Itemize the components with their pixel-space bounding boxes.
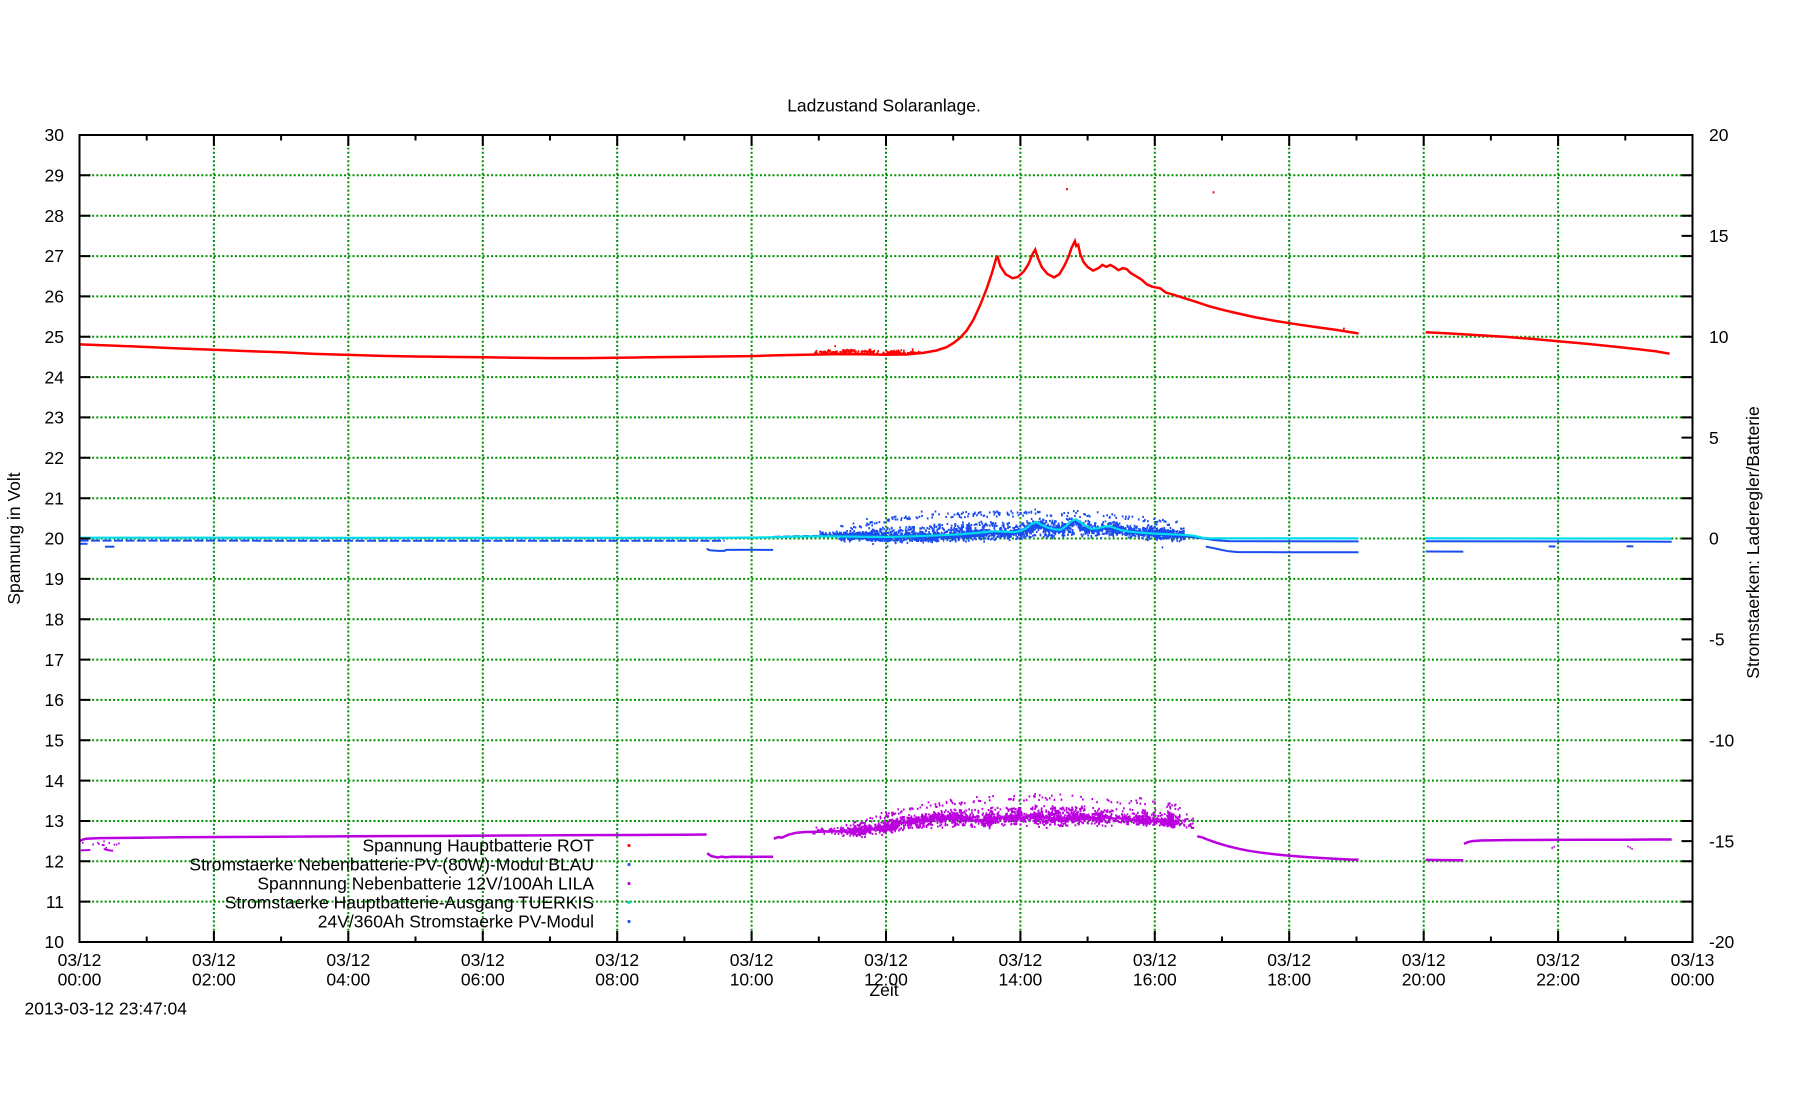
svg-text:10: 10 <box>1709 327 1729 347</box>
svg-text:27: 27 <box>45 246 64 266</box>
svg-text:03/12: 03/12 <box>461 950 505 970</box>
svg-text:0: 0 <box>1709 529 1719 549</box>
svg-text:20: 20 <box>45 529 65 549</box>
svg-text:12:00: 12:00 <box>864 969 908 989</box>
svg-text:02:00: 02:00 <box>192 969 236 989</box>
svg-text:03/12: 03/12 <box>1402 950 1446 970</box>
svg-text:-5: -5 <box>1709 630 1725 650</box>
svg-text:00:00: 00:00 <box>1671 969 1715 989</box>
svg-text:2013-03-12 23:47:04: 2013-03-12 23:47:04 <box>25 999 188 1019</box>
svg-text:Spannung in Volt: Spannung in Volt <box>4 472 24 604</box>
svg-text:03/12: 03/12 <box>730 950 774 970</box>
svg-text:00:00: 00:00 <box>58 969 102 989</box>
svg-text:13: 13 <box>45 811 64 831</box>
svg-text:20: 20 <box>1709 125 1729 145</box>
svg-text:03/12: 03/12 <box>1267 950 1311 970</box>
svg-text:26: 26 <box>45 287 64 307</box>
svg-text:19: 19 <box>45 569 64 589</box>
svg-text:03/12: 03/12 <box>326 950 370 970</box>
svg-text:03/12: 03/12 <box>1536 950 1580 970</box>
svg-text:15: 15 <box>45 731 64 751</box>
svg-text:Stromstaerke Hauptbatterie-Aus: Stromstaerke Hauptbatterie-Ausgang TUERK… <box>225 893 594 913</box>
svg-text:03/12: 03/12 <box>192 950 236 970</box>
svg-text:14:00: 14:00 <box>999 969 1043 989</box>
svg-text:03/12: 03/12 <box>1133 950 1177 970</box>
svg-text:23: 23 <box>45 408 64 428</box>
svg-text:Spannnung Nebenbatterie 12V/10: Spannnung Nebenbatterie 12V/100Ah LILA <box>257 874 594 894</box>
svg-text:18: 18 <box>45 609 64 629</box>
svg-text:14: 14 <box>45 771 65 791</box>
svg-text:06:00: 06:00 <box>461 969 505 989</box>
svg-text:12: 12 <box>45 852 64 872</box>
svg-text:03/12: 03/12 <box>999 950 1043 970</box>
svg-text:24: 24 <box>45 367 65 387</box>
svg-text:10:00: 10:00 <box>730 969 774 989</box>
svg-text:25: 25 <box>45 327 64 347</box>
svg-text:10: 10 <box>45 932 65 952</box>
svg-text:30: 30 <box>45 125 65 145</box>
svg-text:03/12: 03/12 <box>864 950 908 970</box>
svg-text:Zeit: Zeit <box>869 980 898 1000</box>
svg-text:04:00: 04:00 <box>326 969 370 989</box>
svg-text:03/12: 03/12 <box>595 950 639 970</box>
svg-text:08:00: 08:00 <box>595 969 639 989</box>
svg-text:03/12: 03/12 <box>58 950 102 970</box>
svg-text:Spannung Hauptbatterie ROT: Spannung Hauptbatterie ROT <box>362 836 594 856</box>
svg-text:15: 15 <box>1709 226 1728 246</box>
svg-text:Stromstaerke Nebenbatterie-PV-: Stromstaerke Nebenbatterie-PV-(80W)-Modu… <box>189 855 594 875</box>
svg-text:22:00: 22:00 <box>1536 969 1580 989</box>
svg-text:28: 28 <box>45 206 64 226</box>
svg-text:Stromstaerken: Laderegler/Batt: Stromstaerken: Laderegler/Batterie <box>1743 406 1763 678</box>
svg-text:-10: -10 <box>1709 731 1735 751</box>
svg-text:Ladzustand Solaranlage.: Ladzustand Solaranlage. <box>787 96 981 116</box>
svg-text:17: 17 <box>45 650 64 670</box>
svg-text:21: 21 <box>45 488 64 508</box>
svg-text:18:00: 18:00 <box>1267 969 1311 989</box>
svg-text:20:00: 20:00 <box>1402 969 1446 989</box>
svg-text:22: 22 <box>45 448 64 468</box>
svg-text:11: 11 <box>46 892 64 912</box>
svg-text:29: 29 <box>45 166 64 186</box>
svg-text:-20: -20 <box>1709 932 1735 952</box>
svg-text:16: 16 <box>45 690 64 710</box>
svg-text:16:00: 16:00 <box>1133 969 1177 989</box>
svg-text:-15: -15 <box>1709 831 1734 851</box>
svg-text:24V/360Ah Stromstaerke PV-Modu: 24V/360Ah Stromstaerke PV-Modul <box>318 912 594 932</box>
svg-text:03/13: 03/13 <box>1671 950 1715 970</box>
svg-text:5: 5 <box>1709 428 1719 448</box>
